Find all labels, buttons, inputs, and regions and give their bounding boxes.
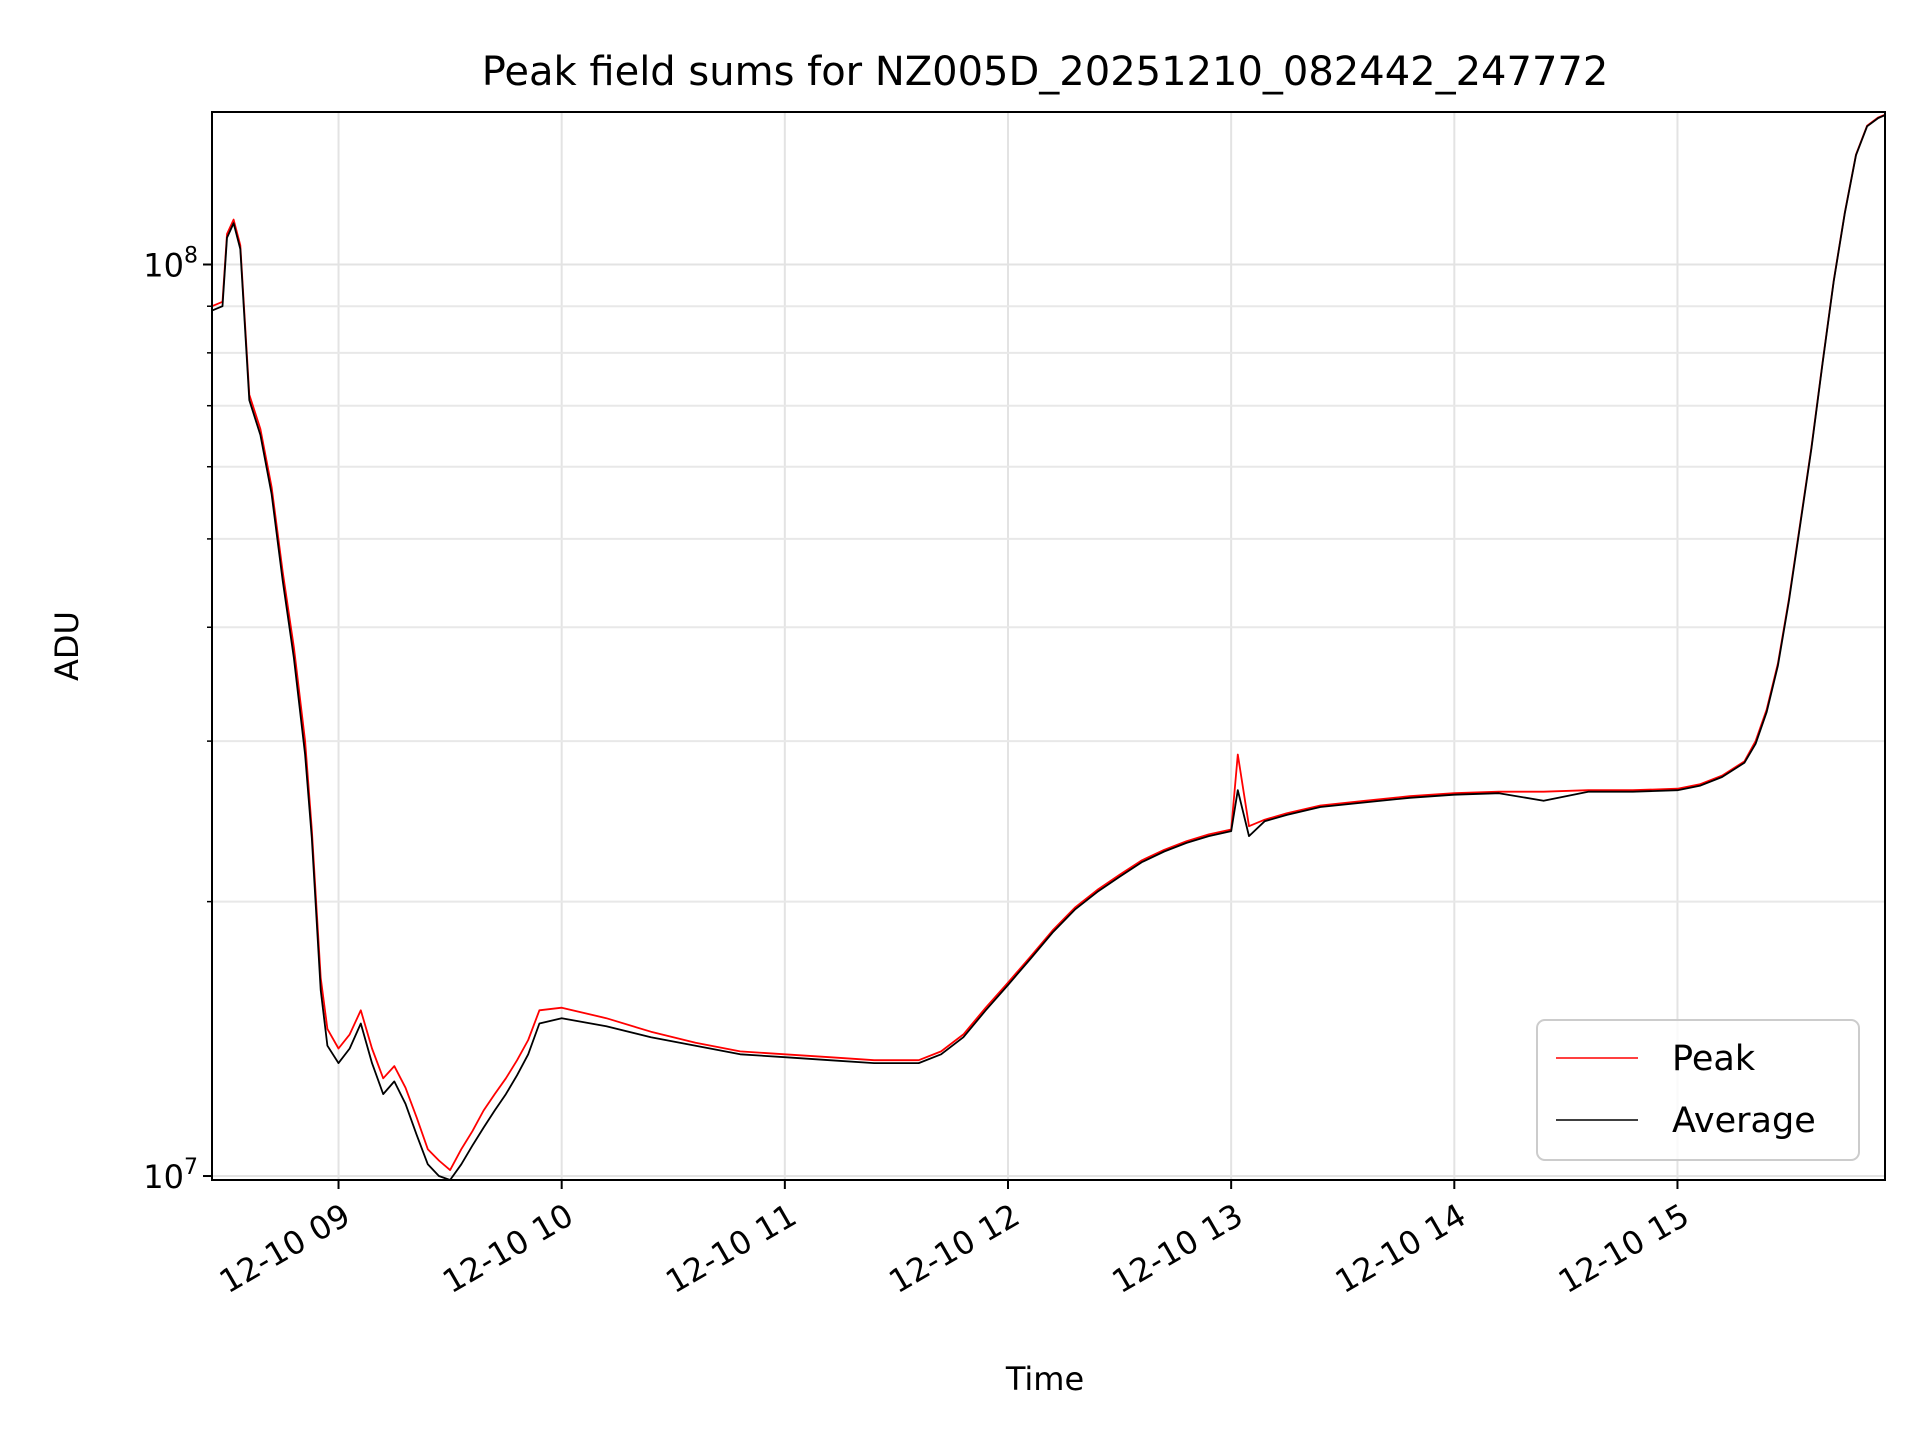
series-line-peak — [211, 113, 1886, 1171]
legend: Peak Average — [1536, 1019, 1860, 1161]
grid — [212, 112, 1885, 1180]
chart-title: Peak field sums for NZ005D_20251210_0824… — [482, 49, 1609, 95]
series-line-average — [211, 114, 1886, 1181]
plot-frame — [211, 111, 1886, 1181]
legend-box — [1536, 1019, 1860, 1161]
y-tick-label: 108 — [143, 244, 198, 285]
y-axis-label: ADU — [48, 611, 86, 681]
y-tick-label: 107 — [143, 1155, 198, 1196]
legend-peak-label: Peak — [1672, 1039, 1756, 1079]
legend-average-label: Average — [1672, 1101, 1816, 1141]
plot-series — [211, 113, 1886, 1181]
x-axis-label: Time — [1005, 1360, 1084, 1398]
